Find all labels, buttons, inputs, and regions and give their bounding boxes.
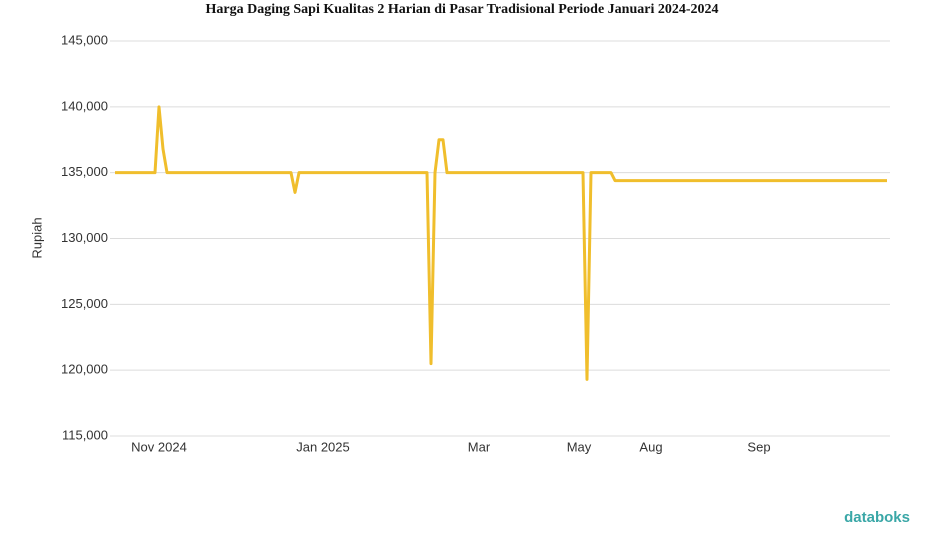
y-tick-label: 120,000: [61, 362, 108, 377]
x-tick-label: Jan 2025: [296, 439, 350, 454]
x-tick-label: Nov 2024: [131, 439, 187, 454]
x-tick-label: Mar: [468, 439, 491, 454]
x-tick-label: May: [567, 439, 592, 454]
y-tick-label: 135,000: [61, 164, 108, 179]
y-tick-label: 125,000: [61, 296, 108, 311]
y-axis-label: Rupiah: [29, 217, 44, 258]
y-tick-label: 145,000: [61, 32, 108, 47]
x-tick-label: Sep: [747, 439, 770, 454]
y-tick-label: 140,000: [61, 98, 108, 113]
line-series: [115, 105, 887, 381]
chart-title: Harga Daging Sapi Kualitas 2 Harian di P…: [206, 2, 719, 17]
y-tick-label: 115,000: [62, 427, 108, 442]
source-logo: databoks: [844, 509, 910, 526]
x-tick-label: Aug: [639, 439, 662, 454]
y-tick-label: 130,000: [61, 230, 108, 245]
